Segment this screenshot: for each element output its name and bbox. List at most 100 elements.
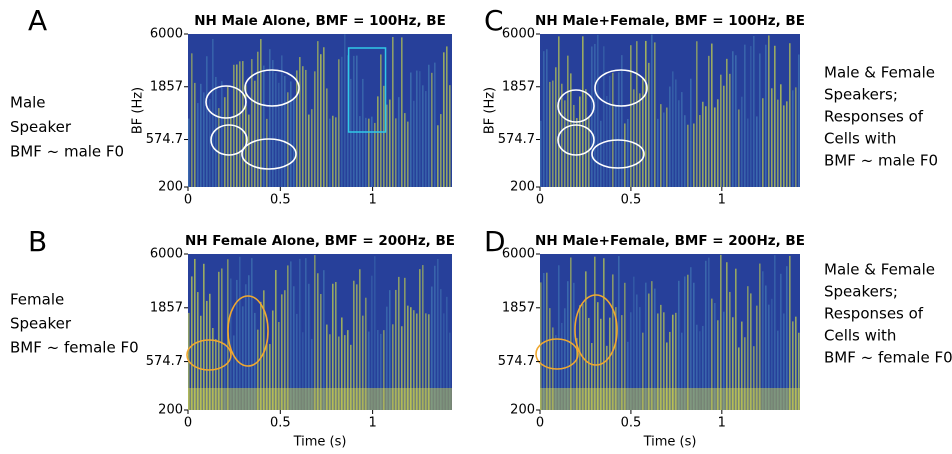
texture (428, 314, 430, 410)
texture (678, 280, 680, 410)
y-tick-label: 1857 (150, 300, 183, 315)
texture (702, 325, 704, 410)
texture (744, 44, 746, 187)
panel-letter: B (28, 225, 47, 258)
texture (314, 255, 316, 410)
texture (218, 108, 220, 187)
annotation-ellipse (574, 294, 618, 366)
texture (561, 83, 563, 187)
texture (615, 307, 617, 410)
texture (573, 104, 575, 187)
texture (759, 53, 761, 188)
texture (576, 338, 578, 410)
texture (681, 332, 683, 410)
texture (383, 330, 385, 410)
texture (576, 118, 578, 187)
texture (269, 49, 271, 187)
texture (645, 40, 647, 188)
texture (669, 331, 671, 410)
texture (347, 55, 349, 187)
texture (440, 114, 442, 187)
texture (278, 322, 280, 410)
texture (443, 313, 445, 410)
x-tick-label: 0.5 (270, 193, 291, 208)
panel-letter: C (484, 4, 504, 37)
y-tick-label: 6000 (502, 247, 535, 262)
texture (401, 37, 403, 188)
annotation-ellipse (535, 338, 579, 370)
texture (350, 344, 352, 410)
texture (389, 99, 391, 187)
texture (642, 332, 644, 410)
texture (591, 46, 593, 187)
x-axis-label: Time (s) (643, 435, 697, 450)
texture (609, 75, 611, 187)
texture (771, 298, 773, 410)
texture (744, 337, 746, 410)
texture (600, 120, 602, 187)
texture (227, 87, 229, 187)
texture (449, 332, 451, 410)
texture (597, 302, 599, 410)
texture (693, 123, 695, 187)
texture (732, 317, 734, 410)
texture (693, 282, 695, 410)
texture (714, 107, 716, 187)
texture (765, 44, 767, 188)
texture (651, 281, 653, 410)
texture (374, 122, 376, 187)
texture (789, 255, 791, 410)
texture (311, 339, 313, 410)
texture (753, 35, 755, 187)
texture (612, 274, 614, 410)
texture (203, 263, 205, 410)
y-tick-label: 1857 (502, 300, 535, 315)
texture (630, 312, 632, 410)
texture (660, 304, 662, 410)
texture (663, 312, 665, 410)
texture (362, 78, 364, 187)
texture (648, 62, 650, 187)
texture (293, 97, 295, 187)
texture (681, 92, 683, 187)
y-tick-label: 6000 (150, 27, 183, 42)
texture (332, 283, 334, 410)
texture (708, 55, 710, 187)
texture (567, 55, 569, 187)
texture (594, 256, 596, 410)
x-tick-label: 0.5 (270, 416, 291, 431)
texture (759, 263, 761, 410)
texture (636, 294, 638, 410)
y-tick-label: 1857 (502, 79, 535, 94)
texture (645, 282, 647, 410)
chart-title: NH Female Alone, BMF = 200Hz, BE (185, 233, 455, 249)
texture (419, 269, 421, 410)
texture (642, 78, 644, 187)
y-tick-label: 574.7 (146, 354, 183, 369)
texture (765, 285, 767, 410)
chart-title: NH Male+Female, BMF = 200Hz, BE (535, 233, 805, 249)
texture (353, 280, 355, 410)
texture (323, 47, 325, 188)
texture (356, 55, 358, 187)
side-label: Male & Female (824, 261, 935, 279)
x-tick-label: 1 (368, 416, 376, 431)
texture (735, 268, 737, 410)
texture (624, 282, 626, 410)
texture (717, 99, 719, 187)
texture (215, 338, 217, 410)
texture (416, 313, 418, 410)
texture (690, 267, 692, 410)
texture (699, 115, 701, 187)
x-tick-label: 0 (184, 193, 192, 208)
texture (726, 58, 728, 187)
texture (386, 306, 388, 410)
texture (320, 54, 322, 187)
texture (795, 316, 797, 410)
texture (431, 72, 433, 187)
texture (612, 72, 614, 187)
texture (672, 71, 674, 187)
texture (305, 258, 307, 410)
texture (609, 317, 611, 410)
y-tick-label: 200 (158, 403, 183, 418)
